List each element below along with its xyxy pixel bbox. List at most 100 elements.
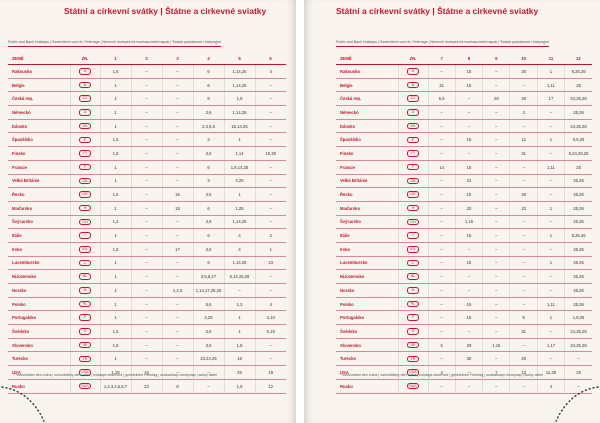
holiday-days: – [482, 174, 510, 189]
holiday-days: 1,6 [99, 64, 131, 79]
holiday-days: – [427, 283, 456, 298]
holiday-days: 4 [223, 242, 255, 257]
decoration [1, 386, 45, 422]
holiday-days: – [536, 146, 565, 161]
country-code: IRL [407, 246, 419, 253]
holiday-days: 12 [254, 379, 286, 394]
country-name: Polsko [8, 297, 70, 312]
table-row: Německo D 1– –3,6 1,14,25– [8, 105, 286, 120]
country-code: IRL [79, 246, 91, 253]
holiday-days: 25 [564, 365, 592, 380]
holiday-days: 3,6 [192, 146, 224, 161]
holiday-days: – [482, 283, 510, 298]
holiday-days: – [536, 283, 565, 298]
holiday-days: – [254, 338, 286, 353]
holiday-days: 23 [254, 256, 286, 271]
country-code: H [79, 204, 91, 212]
holiday-days: 1 [99, 297, 131, 312]
table-row: Finsko FI 1,6– –3,6 1,14 19,20 [8, 146, 286, 161]
code-cell: DK [397, 119, 428, 134]
code-cell: L [69, 256, 100, 271]
holiday-days: – [482, 324, 510, 339]
holiday-days: – [161, 269, 193, 284]
holiday-days: – [161, 365, 193, 380]
holiday-days: 1 [99, 174, 131, 189]
holiday-days: – [254, 269, 286, 284]
country-code: I [79, 232, 91, 239]
country-code: NL [407, 273, 419, 280]
table-row: Lucembursko L 1– –6 1,14,25 23 [8, 256, 286, 271]
country-code: PL [407, 300, 419, 308]
holiday-days: – [161, 146, 193, 161]
holiday-days: 30 [454, 351, 483, 367]
holiday-days: 1,14,25 [223, 64, 255, 79]
holiday-days: 24,25,26 [564, 338, 592, 353]
holiday-days: 1 [99, 256, 131, 271]
holiday-days: 23,24,25 [192, 351, 224, 367]
table-row: USA USA 4–7 13 11,28 25 [336, 365, 592, 380]
holiday-days: – [482, 215, 510, 230]
holiday-days: – [254, 78, 286, 93]
country-name: Turecko [8, 351, 70, 367]
holiday-days: 1 [223, 132, 255, 148]
code-cell: SK [397, 338, 428, 353]
holiday-days: 25,26 [564, 283, 592, 298]
table-row: Itálie I 1– –6 4 2 [8, 228, 286, 243]
holiday-days: 1,14,17,25,26 [192, 283, 224, 298]
holiday-days: – [454, 242, 483, 257]
table-row: Slovensko SK 1,6– –3,6 1,8– [8, 338, 286, 353]
code-cell: A [397, 64, 428, 79]
holiday-days: – [536, 351, 565, 367]
table-row: Irsko IRL 1,6–17 3,6 4 1 [8, 242, 286, 257]
holiday-days: 3,6 [192, 324, 224, 339]
column-header: ZN. [398, 52, 428, 65]
code-cell: GB [69, 174, 100, 189]
code-cell: H [397, 201, 428, 216]
holiday-days: – [130, 119, 162, 134]
table-row: Švédsko S – – –31–24,25,26 [336, 324, 592, 339]
holiday-days: 6 [192, 201, 224, 216]
column-header: 6 [255, 52, 286, 65]
holiday-days: – [161, 228, 193, 243]
holiday-days: 31 [509, 146, 538, 161]
holiday-days: 15 [454, 78, 483, 93]
holiday-days: 15 [454, 310, 483, 326]
holiday-days: 2,3,5,6 [192, 119, 224, 134]
holiday-days: – [509, 256, 538, 271]
holiday-days: – [427, 146, 456, 161]
holiday-days: 1 [536, 64, 565, 79]
holiday-days: – [130, 64, 162, 79]
country-name: Velká Británie [336, 174, 398, 189]
code-cell: S [69, 324, 100, 339]
code-cell: SK [69, 338, 100, 353]
holiday-days: 23 [509, 201, 538, 216]
holiday-days: – [130, 132, 162, 148]
holiday-days: – [509, 119, 538, 134]
holiday-days: 1,2,3 [161, 283, 193, 298]
country-code: E [407, 136, 419, 144]
holiday-days: – [536, 187, 565, 202]
code-cell: CH [69, 215, 100, 230]
holiday-days: – [130, 297, 162, 312]
country-name: Francie [8, 160, 70, 175]
holiday-days: – [161, 297, 193, 312]
country-code: CZ [79, 95, 91, 102]
code-cell: GR [69, 187, 100, 202]
holiday-days: 1 [223, 310, 255, 326]
country-code: USA [407, 369, 419, 376]
holiday-days: – [427, 132, 456, 148]
holiday-days: – [130, 91, 162, 107]
table-row: Norsko N 1–1,2,3 1,14,17,25,26– – [8, 283, 286, 298]
holiday-days: 5,6 [427, 91, 456, 107]
country-name: Maďarsko [336, 201, 398, 216]
code-cell: RUS [69, 379, 100, 394]
country-code: I [407, 232, 419, 239]
holiday-days: 6,19 [254, 324, 286, 339]
holiday-days: – [254, 119, 286, 134]
country-code: TR [79, 355, 91, 363]
holiday-days: – [130, 242, 162, 257]
table-row: Nizozemsko NL 1– –3,5,6,27 5,14,25,26– [8, 269, 286, 284]
holiday-days: 1 [99, 78, 131, 93]
country-code: DK [407, 122, 419, 130]
country-code: RUS [407, 382, 419, 390]
